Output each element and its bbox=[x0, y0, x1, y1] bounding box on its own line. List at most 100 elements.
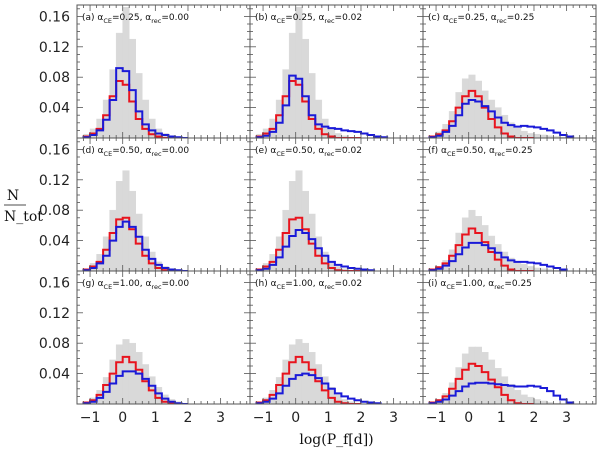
y-tick-label: 0.16 bbox=[39, 142, 70, 158]
panel-label-part: rec bbox=[497, 17, 508, 25]
panel-plot-area bbox=[428, 346, 575, 404]
panel-label-part: rec bbox=[151, 283, 162, 291]
red-series-line bbox=[82, 355, 188, 404]
panel-label-part: =0.25 bbox=[504, 279, 532, 289]
y-tick-label: 0.12 bbox=[39, 40, 70, 56]
panel-label-part: CE bbox=[277, 17, 286, 25]
panel-label: (b) αCE=0.25, αrec=0.02 bbox=[255, 13, 362, 25]
panel-i: (i) αCE=1.00, αrec=0.25 −1 0 1 2 3 bbox=[422, 270, 597, 426]
panel-label-part: CE bbox=[104, 150, 113, 158]
panel-label-part: CE bbox=[447, 150, 456, 158]
panel-label-part: =0.02 bbox=[335, 13, 363, 23]
gray-bar bbox=[468, 346, 476, 404]
x-tick-label: 3 bbox=[216, 410, 225, 426]
panel-f: (f) αCE=0.50, αrec=0.25 bbox=[422, 137, 597, 272]
x-axis-label: log(P_f[d]) bbox=[299, 432, 373, 448]
x-tick-label: 2 bbox=[357, 410, 366, 426]
gray-bar bbox=[527, 396, 535, 404]
y-tick-label: 0.08 bbox=[39, 203, 70, 219]
x-tick-label: 0 bbox=[118, 410, 127, 426]
red-series-line bbox=[428, 362, 534, 404]
gray-bar bbox=[520, 263, 528, 271]
panel-label-part: (e) α bbox=[255, 146, 276, 156]
panel-label-part: =0.50, α bbox=[456, 146, 495, 156]
panel-plot-area bbox=[82, 339, 189, 404]
panel-plot-area bbox=[255, 170, 376, 271]
panel-label-part: =0.50, α bbox=[112, 146, 151, 156]
gray-bar bbox=[533, 399, 541, 404]
panel-label: (i) αCE=1.00, αrec=0.25 bbox=[428, 279, 532, 291]
panel-label-part: (d) α bbox=[82, 146, 104, 156]
panel-c: (c) αCE=0.25, αrec=0.25 bbox=[422, 4, 597, 139]
blue-series-line bbox=[255, 74, 389, 138]
blue-series-line bbox=[428, 241, 568, 271]
panel-label: (f) αCE=0.50, αrec=0.25 bbox=[428, 146, 533, 158]
gray-bar bbox=[295, 7, 303, 138]
y-tick-label: 0.04 bbox=[39, 234, 70, 250]
x-tick-label: −1 bbox=[253, 410, 274, 426]
panel-label-part: =0.25, α bbox=[457, 13, 496, 23]
panel-label-part: rec bbox=[151, 150, 162, 158]
y-tick-label: 0.04 bbox=[39, 367, 70, 383]
panel-label-part: CE bbox=[277, 283, 286, 291]
panel-label-part: (f) α bbox=[428, 146, 447, 156]
gray-bar bbox=[468, 74, 476, 138]
panel-label-part: =0.00 bbox=[162, 279, 190, 289]
panel-label-part: =0.02 bbox=[334, 146, 362, 156]
y-tick-label: 0.16 bbox=[39, 9, 70, 25]
panel-label-part: (g) α bbox=[82, 279, 104, 289]
panel-plot-area bbox=[82, 7, 189, 138]
panel-label: (d) αCE=0.50, αrec=0.00 bbox=[82, 146, 189, 158]
y-axis-label-denominator: N_tot bbox=[4, 209, 43, 225]
panel-label-part: =0.25 bbox=[507, 13, 535, 23]
x-tick-label: 3 bbox=[389, 410, 398, 426]
gray-bar bbox=[468, 209, 476, 271]
panel-label-part: rec bbox=[151, 17, 162, 25]
blue-series-line bbox=[428, 381, 575, 404]
panel-plot-area bbox=[255, 339, 382, 404]
panel-label-part: rec bbox=[324, 283, 335, 291]
panel-g: (g) αCE=1.00, αrec=0.00 0.04 0.08 0.12 0.16 −… bbox=[39, 270, 251, 426]
y-tick-label: 0.04 bbox=[39, 101, 70, 117]
panel-label-part: =0.25, α bbox=[285, 13, 324, 23]
panel-label-part: =0.50, α bbox=[285, 146, 324, 156]
panel-label-part: rec bbox=[494, 283, 505, 291]
y-axis-label-numerator: N bbox=[7, 188, 19, 204]
x-tick-label: 1 bbox=[324, 410, 333, 426]
x-tick-label: −1 bbox=[80, 410, 101, 426]
panel-plot-area bbox=[428, 209, 568, 271]
y-tick-label: 0.16 bbox=[39, 275, 70, 291]
gray-bar bbox=[474, 80, 483, 138]
panel-label: (g) αCE=1.00, αrec=0.00 bbox=[82, 279, 189, 291]
x-tick-label: 2 bbox=[184, 410, 193, 426]
x-tick-label: 1 bbox=[497, 410, 506, 426]
x-tick-label: 0 bbox=[291, 410, 300, 426]
panel-label-part: (b) α bbox=[255, 13, 277, 23]
y-tick-label: 0.08 bbox=[39, 336, 70, 352]
panel-label-part: rec bbox=[324, 17, 335, 25]
panel-plot-area bbox=[82, 170, 189, 271]
panel-plot-area bbox=[255, 7, 389, 138]
panel-label-part: CE bbox=[449, 17, 458, 25]
y-tick-label: 0.12 bbox=[39, 173, 70, 189]
gray-bar bbox=[533, 133, 541, 138]
panel-label-part: =1.00, α bbox=[285, 279, 324, 289]
panel-label-part: (c) α bbox=[428, 13, 449, 23]
panel-label-part: =0.25, α bbox=[112, 13, 151, 23]
panel-label-part: =1.00, α bbox=[112, 279, 151, 289]
gray-bar bbox=[295, 339, 303, 404]
panel-label-part: (h) α bbox=[255, 279, 277, 289]
panel-label-part: =0.25 bbox=[505, 146, 533, 156]
panel-b: (b) αCE=0.25, αrec=0.02 bbox=[249, 4, 424, 139]
panel-label-part: =0.00 bbox=[162, 146, 190, 156]
panel-label-part: CE bbox=[103, 17, 112, 25]
gray-bar bbox=[474, 346, 483, 404]
panel-label-part: CE bbox=[446, 283, 455, 291]
y-tick-label: 0.12 bbox=[39, 306, 70, 322]
x-tick-label: −1 bbox=[426, 410, 447, 426]
panel-e: (e) αCE=0.50, αrec=0.02 bbox=[249, 137, 424, 272]
panel-label-part: (i) α bbox=[428, 279, 446, 289]
panel-label-part: rec bbox=[495, 150, 506, 158]
panel-label-part: CE bbox=[104, 283, 113, 291]
